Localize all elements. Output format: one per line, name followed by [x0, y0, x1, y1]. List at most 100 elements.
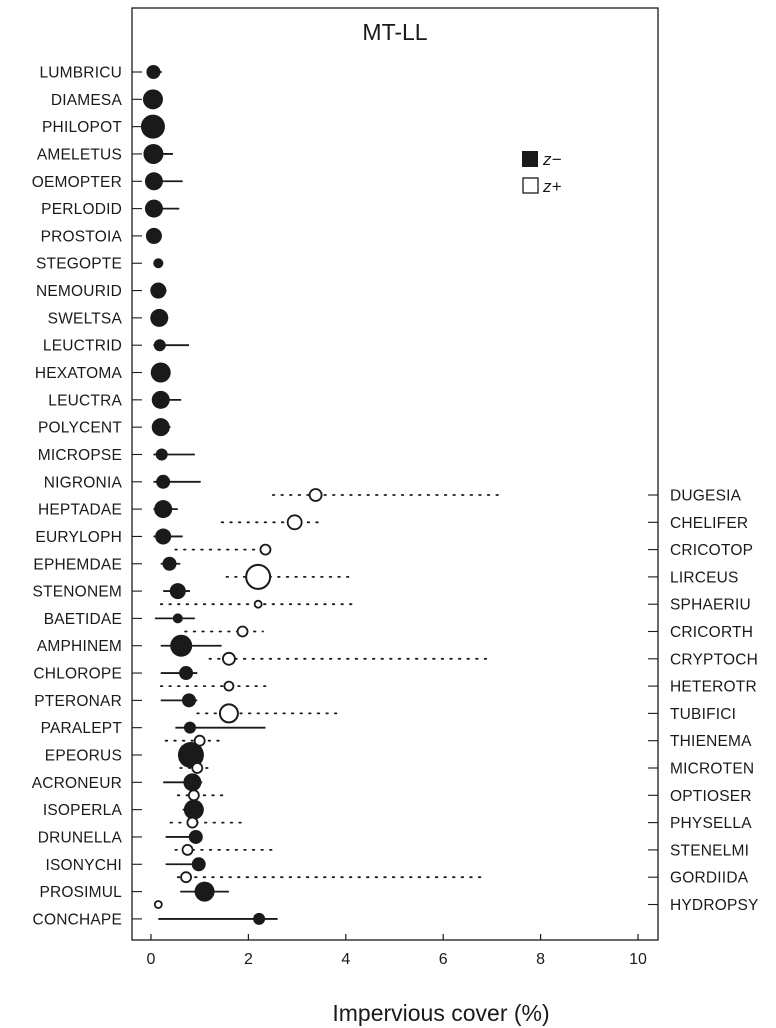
taxon-label-left: ISOPERLA [43, 802, 123, 819]
taxon-label-right: CHELIFER [670, 515, 748, 532]
taxon-label-right: DUGESIA [670, 488, 742, 505]
right-taxon-axis: DUGESIA CHELIFER CRICOTOP LIRCEUS SPHAERIU CR… [648, 488, 759, 914]
taxon-label-left: STENONEM [33, 584, 122, 601]
taxon-label-right: TUBIFICI [670, 706, 736, 723]
point-z-minus [153, 258, 164, 269]
legend-label-z-plus: z+ [542, 177, 562, 196]
point-z-plus [245, 563, 272, 590]
point-z-minus [162, 556, 177, 571]
taxon-label-right: HETEROTR [670, 679, 757, 696]
taxon-label-left: AMELETUS [37, 146, 122, 163]
point-z-plus [180, 871, 192, 884]
x-tick-label: 6 [439, 951, 448, 968]
taxon-label-left: PERLODID [41, 201, 122, 218]
taxon-label-right: HYDROPSY [670, 897, 759, 914]
point-z-minus [150, 362, 171, 383]
taxon-label-left: PROSTOIA [41, 228, 123, 245]
point-z-minus [155, 448, 168, 461]
point-z-minus [146, 65, 161, 79]
taxon-label-left: BAETIDAE [44, 611, 122, 628]
point-z-minus [181, 693, 196, 708]
taxon-label-left: LEUCTRID [43, 338, 122, 355]
plot-frame [131, 7, 659, 941]
taxon-label-right: STENELMI [670, 842, 749, 859]
taxon-label-left: ACRONEUR [32, 775, 122, 792]
taxon-label-left: CHLOROPE [33, 666, 122, 683]
legend-filled-square-icon [522, 151, 538, 167]
taxon-label-left: SWELTSA [48, 310, 123, 327]
taxon-label-right: CRYPTOCH [670, 651, 758, 668]
taxon-label-right: LIRCEUS [670, 569, 739, 586]
point-z-minus [144, 199, 163, 218]
taxon-label-left: EPEORUS [45, 748, 122, 765]
taxon-label-left: DIAMESA [51, 92, 123, 109]
x-tick-label: 4 [341, 951, 350, 968]
taxon-label-left: LEUCTRA [48, 392, 122, 409]
series-z-plus [153, 488, 503, 909]
point-z-minus [183, 799, 204, 820]
taxon-label-left: NEMOURID [36, 283, 122, 300]
point-z-plus [181, 844, 194, 856]
point-z-minus [154, 500, 173, 519]
point-z-minus [144, 172, 163, 191]
point-z-plus [253, 599, 263, 609]
point-z-minus [179, 666, 194, 681]
x-tick-label: 2 [244, 951, 253, 968]
x-axis-title: Impervious cover (%) [332, 1000, 549, 1026]
point-z-minus [153, 339, 166, 352]
taxon-label-left: ISONYCHI [45, 857, 122, 874]
point-z-plus [191, 762, 204, 774]
point-z-minus [156, 474, 171, 489]
point-z-minus [140, 114, 165, 139]
taxon-label-left: EURYLOPH [35, 529, 122, 546]
taxon-label-left: HEPTADAE [38, 502, 122, 519]
point-z-minus [253, 912, 266, 925]
point-z-plus [218, 703, 239, 724]
taxon-label-left: OEMOPTER [32, 174, 122, 191]
point-z-minus [145, 227, 162, 244]
taxon-label-right: THIENEMA [670, 733, 752, 750]
taxon-label-right: CRICOTOP [670, 542, 753, 559]
x-axis: 0 2 4 6 8 10 [147, 934, 647, 968]
x-tick-label: 0 [147, 951, 156, 968]
point-z-minus [155, 528, 172, 545]
taxon-label-left: MICROPSE [38, 447, 122, 464]
point-z-minus [183, 773, 202, 792]
point-z-plus [193, 734, 206, 747]
taxon-label-left: NIGRONIA [44, 474, 123, 491]
point-z-minus [150, 308, 169, 327]
point-z-minus [143, 143, 164, 164]
taxon-label-left: STEGOPTE [36, 256, 122, 273]
point-z-plus [187, 789, 200, 802]
point-z-plus [286, 514, 303, 531]
taxon-label-left: EPHEMDAE [33, 556, 122, 573]
point-z-plus [308, 488, 323, 502]
series-z-minus [140, 65, 278, 925]
taxon-label-left: HEXATOMA [35, 365, 123, 382]
legend: z− z+ [522, 150, 562, 196]
legend-label-z-minus: z− [542, 150, 562, 169]
point-z-minus [150, 282, 167, 299]
taxon-label-right: CRICORTH [670, 624, 753, 641]
legend-open-square-icon [522, 177, 539, 194]
taxon-label-left: PTERONAR [34, 693, 122, 710]
taxon-label-left: DRUNELLA [38, 829, 123, 846]
point-z-plus [236, 625, 249, 638]
point-z-minus [177, 742, 204, 768]
point-z-plus [259, 543, 272, 556]
point-z-plus [223, 680, 235, 692]
taxon-label-left: PARALEPT [41, 720, 123, 737]
taxon-label-right: PHYSELLA [670, 815, 752, 832]
taxon-label-left: POLYCENT [38, 420, 122, 437]
point-z-minus [188, 829, 203, 844]
point-z-minus [142, 89, 163, 110]
point-z-minus [169, 583, 186, 600]
taxon-label-right: MICROTEN [670, 761, 754, 778]
chart-title: MT-LL [362, 19, 427, 45]
point-z-minus [170, 634, 193, 657]
x-tick-label: 10 [629, 951, 647, 968]
left-taxon-axis: LUMBRICU DIAMESA PHILOPOT AMELETUS OEMOPTER P… [32, 65, 142, 928]
x-tick-label: 8 [536, 951, 545, 968]
point-z-minus [151, 390, 170, 409]
